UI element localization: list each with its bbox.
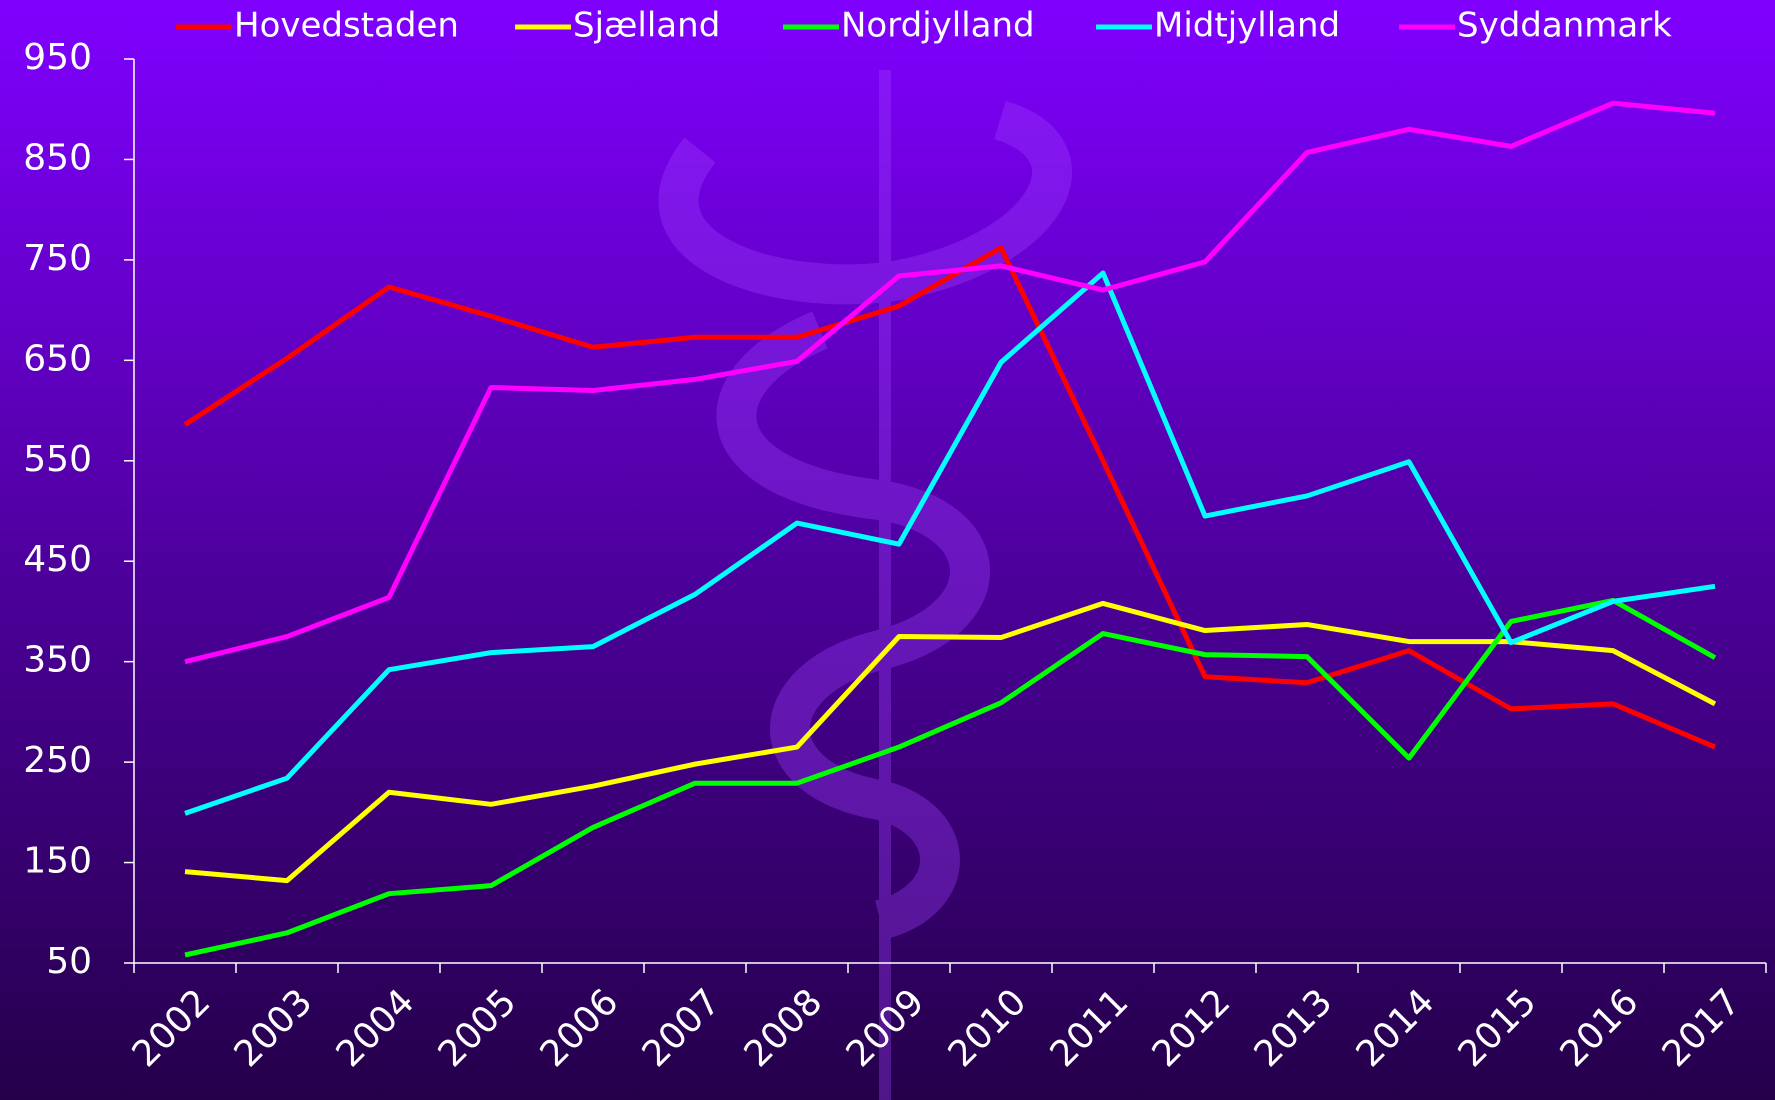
caduceus-decoration [658, 70, 1072, 1100]
series-line [184, 597, 1717, 958]
y-tick-label: 50 [46, 941, 92, 982]
series-line [183, 245, 1716, 750]
y-tick-label: 250 [23, 740, 92, 781]
y-tick-label: 350 [23, 640, 92, 681]
series-line [184, 600, 1717, 884]
y-tick-label: 150 [23, 841, 92, 882]
y-tick-label: 650 [23, 338, 92, 379]
y-tick-label: 750 [23, 238, 92, 279]
y-tick-label: 550 [23, 439, 92, 480]
legend-label: Nordjylland [841, 6, 1035, 46]
y-tick-label: 850 [23, 137, 92, 178]
y-tick-label: 950 [23, 37, 92, 78]
legend-label: Midtjylland [1154, 6, 1340, 46]
series-line [184, 270, 1716, 816]
series-line [184, 100, 1716, 665]
y-tick-label: 450 [23, 539, 92, 580]
legend-label: Sjælland [573, 6, 720, 46]
legend-label: Syddanmark [1457, 6, 1672, 46]
legend-label: Hovedstaden [234, 6, 459, 46]
